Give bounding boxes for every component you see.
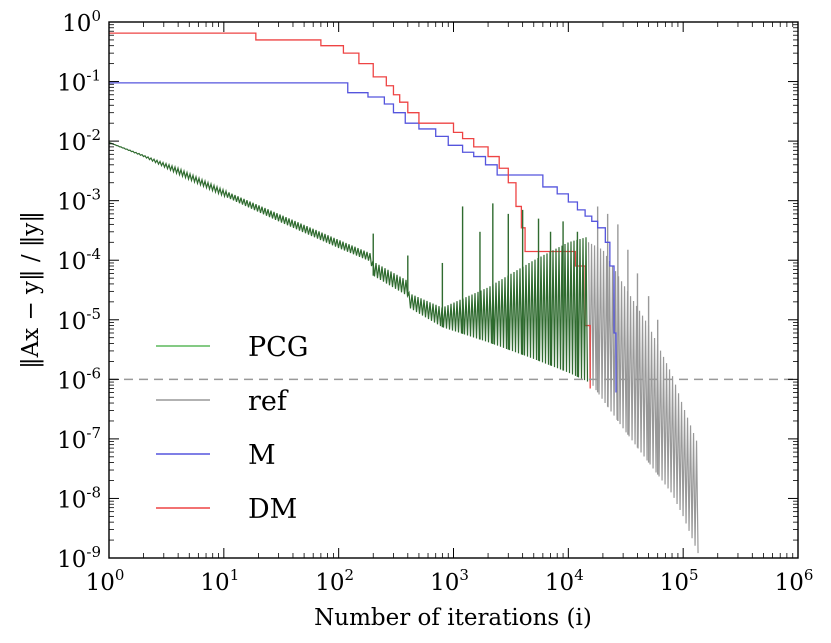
y-tick-label: 10-1 [57,67,101,97]
y-axis-ticks: 100 10-1 10-2 10-3 10-4 10-5 10-6 10-7 10-8 10-9 [57,7,798,573]
x-tick-label: 102 [315,566,354,596]
series-dm-line [109,32,591,389]
series-ref-line [587,242,699,554]
legend-label-pcg: PCG [248,332,308,363]
y-tick-label: 10-3 [57,186,101,216]
x-tick-label: 105 [660,566,699,596]
x-tick-label: 103 [430,566,469,596]
x-tick-label: 106 [775,566,814,596]
y-axis-label: ‖Ax − y‖ / ‖y‖ [18,211,44,369]
y-tick-label: 10-8 [57,483,101,513]
x-tick-label: 101 [200,566,239,596]
series-layer [109,32,699,554]
y-tick-label: 10-5 [57,305,101,335]
y-tick-label: 10-6 [57,364,101,394]
legend-label-dm: DM [248,494,297,525]
x-tick-label: 100 [86,566,125,596]
x-tick-label: 104 [545,566,584,596]
y-tick-label: 10-9 [57,543,101,573]
legend-label-ref: ref [248,386,289,417]
x-axis-label: Number of iterations (i) [314,605,592,631]
y-tick-label: 10-7 [57,424,101,454]
y-tick-label: 10-2 [57,126,101,156]
legend: PCG ref M DM [156,332,308,525]
y-tick-label: 10-4 [57,245,101,275]
x-axis-ticks: 100 101 102 103 104 105 106 [86,22,814,596]
y-tick-label: 100 [62,7,101,37]
legend-label-m: M [248,440,276,471]
series-m-line [109,82,617,393]
